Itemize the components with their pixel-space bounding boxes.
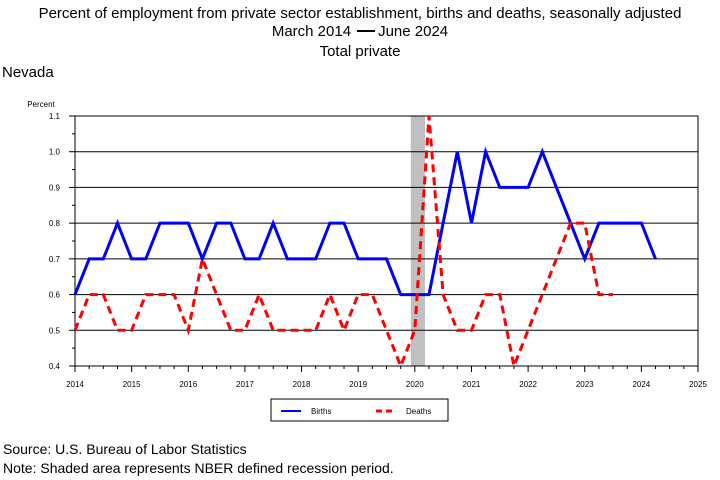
recession-band <box>410 116 425 366</box>
x-tick-label: 2016 <box>179 380 197 389</box>
x-tick-label: 2014 <box>66 380 84 389</box>
x-tick-label: 2015 <box>123 380 141 389</box>
recession-note: Note: Shaded area represents NBER define… <box>3 460 394 476</box>
y-tick-label: 1.0 <box>49 148 61 157</box>
range-end: June 2024 <box>378 23 449 40</box>
date-range: March 2014 June 2024 <box>0 23 720 41</box>
range-dash <box>357 29 376 32</box>
y-axis-label: Percent <box>27 100 55 109</box>
y-tick-label: 0.6 <box>49 291 61 300</box>
region-label: Nevada <box>2 64 54 81</box>
source-note: Source: U.S. Bureau of Labor Statistics <box>3 441 247 457</box>
chart-title: Percent of employment from private secto… <box>38 5 682 22</box>
x-tick-label: 2025 <box>689 380 707 389</box>
x-tick-label: 2019 <box>349 380 367 389</box>
y-tick-label: 0.9 <box>49 183 61 192</box>
x-tick-label: 2017 <box>236 380 254 389</box>
y-tick-label: 0.7 <box>49 255 61 264</box>
y-tick-label: 1.1 <box>49 112 61 121</box>
x-tick-label: 2021 <box>463 380 481 389</box>
legend-label-deaths: Deaths <box>406 407 431 416</box>
series-line-deaths <box>73 115 613 372</box>
y-tick-label: 0.8 <box>49 219 61 228</box>
range-start: March 2014 <box>271 23 352 40</box>
y-tick-label: 0.4 <box>49 362 61 371</box>
x-tick-label: 2024 <box>632 380 650 389</box>
plot-frame <box>74 115 699 367</box>
series-line-births <box>73 146 657 297</box>
legend-box <box>270 398 449 422</box>
x-tick-label: 2018 <box>293 380 311 389</box>
x-tick-label: 2020 <box>406 380 424 389</box>
legend-label-births: Births <box>311 407 331 416</box>
x-tick-label: 2022 <box>519 380 537 389</box>
y-tick-label: 0.5 <box>49 326 61 335</box>
chart-subtitle: Total private <box>319 43 401 60</box>
x-tick-label: 2023 <box>576 380 594 389</box>
